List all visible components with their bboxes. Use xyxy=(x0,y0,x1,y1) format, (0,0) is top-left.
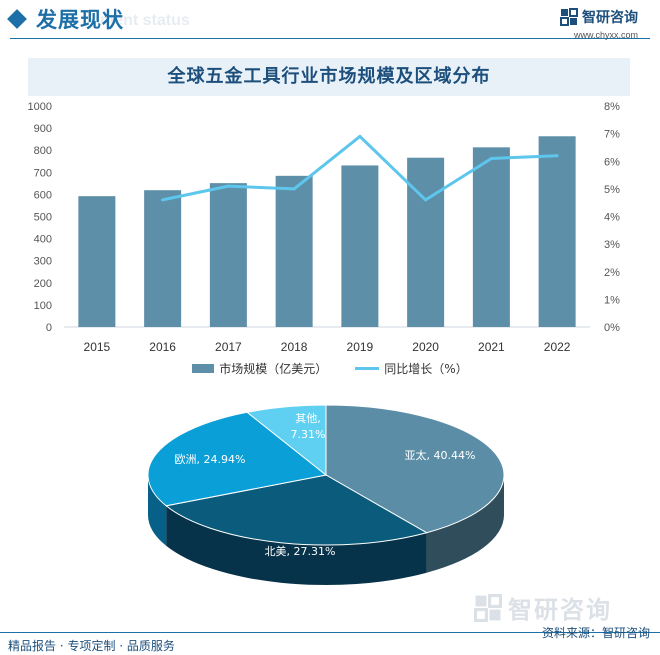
y-tick-label: 900 xyxy=(34,123,52,135)
bar xyxy=(472,147,510,327)
chart-title-box: 全球五金工具行业市场规模及区域分布 xyxy=(28,58,630,96)
bar xyxy=(538,136,576,327)
x-tick-label: 2018 xyxy=(281,340,308,354)
legend-item-bar: 市场规模（亿美元） xyxy=(192,360,327,377)
x-tick-label: 2015 xyxy=(84,340,111,354)
y-tick-label: 0 xyxy=(46,322,52,334)
y-tick-label: 400 xyxy=(34,234,52,246)
x-tick-label: 2022 xyxy=(544,340,571,354)
legend-bar-swatch xyxy=(192,363,215,373)
growth-point xyxy=(292,187,296,191)
watermark-text: 智研咨询 xyxy=(508,596,612,624)
chart-title: 全球五金工具行业市场规模及区域分布 xyxy=(167,66,491,87)
y2-tick-label: 7% xyxy=(604,129,620,141)
brand: 智研咨询 xyxy=(560,7,638,27)
pie-slice xyxy=(164,474,428,546)
y-tick-label: 800 xyxy=(34,145,52,157)
y2-tick-label: 6% xyxy=(604,156,620,168)
legend-line-label: 同比增长（%） xyxy=(384,361,468,376)
brand-logo-icon xyxy=(560,8,578,26)
pie-label: 其他, xyxy=(295,412,321,425)
y2-tick-label: 0% xyxy=(604,322,620,334)
bar xyxy=(407,157,445,327)
growth-point xyxy=(489,156,493,160)
y2-tick-label: 8% xyxy=(604,101,620,113)
footer-slogan: 精品报告 · 专项定制 · 品质服务 xyxy=(8,639,175,653)
watermark-logo-icon xyxy=(474,593,502,622)
header-divider xyxy=(10,38,650,39)
page-header: ment status 发展现状 智研咨询 www.chyxx.com xyxy=(0,0,660,40)
pie-label: 亚太, 40.44% xyxy=(405,449,476,462)
bar xyxy=(78,196,116,327)
y-tick-label: 200 xyxy=(34,278,52,290)
pie-label: 7.31% xyxy=(291,428,326,441)
pie-side xyxy=(166,505,427,585)
header-ghost-text: ment status xyxy=(100,12,190,29)
legend-line-swatch xyxy=(355,366,380,370)
bar-line-chart: 0 100 200 300 400 500 600 700 800 900 1000 0% 1% 2% 3%… xyxy=(28,101,621,354)
legend-item-line: 同比增长（%） xyxy=(355,360,468,377)
pie-chart: 亚太, 40.44% 北美, 27.31% 欧洲, 24.94% 其他, 7.31% xyxy=(147,404,505,585)
footer-divider xyxy=(0,632,660,633)
y2-tick-label: 1% xyxy=(604,294,620,306)
x-tick-label: 2017 xyxy=(215,340,242,354)
brand-url: www.chyxx.com xyxy=(573,30,638,40)
pie-slice xyxy=(147,411,328,507)
y-tick-label: 1000 xyxy=(28,101,52,113)
y2-tick-label: 4% xyxy=(604,212,620,224)
growth-point xyxy=(226,184,230,188)
bar xyxy=(275,175,313,327)
y2-tick-label: 5% xyxy=(604,184,620,196)
x-tick-label: 2016 xyxy=(149,340,176,354)
bar xyxy=(209,183,247,327)
pie-side-walls xyxy=(148,475,504,585)
y-tick-label: 600 xyxy=(34,189,52,201)
section-title: 发展现状 xyxy=(36,8,124,32)
bar xyxy=(144,190,182,327)
pie-side xyxy=(426,475,504,573)
y-tick-label: 100 xyxy=(34,300,52,312)
legend-bar-label: 市场规模（亿美元） xyxy=(219,361,328,376)
pie-slice xyxy=(245,404,327,477)
x-tick-label: 2019 xyxy=(347,340,374,354)
y-tick-label: 500 xyxy=(34,212,52,224)
pie-slice xyxy=(325,404,505,534)
y2-tick-label: 3% xyxy=(604,239,620,251)
y-tick-label: 700 xyxy=(34,167,52,179)
growth-point xyxy=(424,198,428,202)
pie-side xyxy=(148,475,167,546)
bar xyxy=(341,165,379,327)
pie-label: 欧洲, 24.94% xyxy=(175,453,246,466)
x-tick-label: 2021 xyxy=(478,340,505,354)
growth-point xyxy=(161,198,165,202)
chart-legend: 市场规模（亿美元） 同比增长（%） xyxy=(0,358,660,378)
growth-point xyxy=(555,154,559,158)
y-tick-label: 300 xyxy=(34,256,52,268)
growth-point xyxy=(358,134,362,138)
brand-name: 智研咨询 xyxy=(582,10,638,26)
watermark: 智研咨询 xyxy=(474,590,612,625)
x-tick-label: 2020 xyxy=(412,340,439,354)
diamond-icon xyxy=(7,9,27,29)
pie-label: 北美, 27.31% xyxy=(265,545,336,558)
y2-tick-label: 2% xyxy=(604,267,620,279)
footer-source: 资料来源：智研咨询 xyxy=(541,626,650,640)
